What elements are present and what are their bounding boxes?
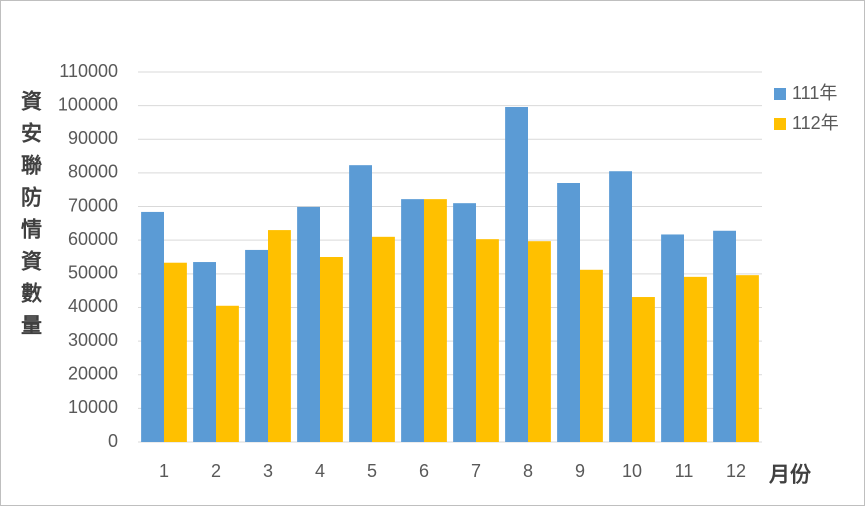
- x-tick-label: 4: [315, 461, 325, 481]
- bar: [141, 211, 164, 442]
- bar: [193, 262, 216, 442]
- x-tick-label: 1: [159, 461, 169, 481]
- bar: [349, 165, 372, 442]
- y-tick-label: 70000: [68, 195, 118, 215]
- bar: [557, 183, 580, 442]
- y-tick-label: 0: [108, 431, 118, 451]
- x-tick-label: 3: [263, 461, 273, 481]
- y-tick-label: 20000: [68, 363, 118, 383]
- x-tick-label: 7: [471, 461, 481, 481]
- bar: [453, 203, 476, 442]
- x-tick-label: 6: [419, 461, 429, 481]
- bar: [216, 305, 239, 442]
- x-tick-label: 11: [675, 461, 694, 481]
- bar: [245, 249, 268, 442]
- bar: [736, 275, 759, 442]
- bar: [580, 269, 603, 442]
- bar: [320, 257, 343, 442]
- bar: [713, 230, 736, 442]
- y-tick-label: 40000: [68, 296, 118, 316]
- legend-swatch: [774, 118, 786, 130]
- legend-label: 111年: [792, 83, 837, 103]
- legend-swatch: [774, 88, 786, 100]
- legend-label: 112年: [792, 113, 839, 133]
- x-tick-label: 2: [211, 461, 221, 481]
- bar: [505, 106, 528, 443]
- y-tick-label: 80000: [68, 162, 118, 182]
- bar: [609, 171, 632, 442]
- y-tick-label: 30000: [68, 330, 118, 350]
- x-axis-title: 月份: [768, 463, 812, 487]
- bar: [372, 236, 395, 442]
- y-tick-label: 10000: [68, 397, 118, 417]
- bar: [528, 241, 551, 442]
- x-tick-label: 5: [367, 461, 377, 481]
- y-tick-label: 110000: [59, 61, 118, 81]
- bar: [268, 230, 291, 442]
- x-tick-label: 10: [622, 461, 642, 481]
- x-tick-label: 9: [575, 461, 585, 481]
- x-tick-label: 8: [523, 461, 533, 481]
- x-tick-label: 12: [726, 461, 746, 481]
- bar: [164, 262, 187, 442]
- bar: [632, 297, 655, 442]
- bar: [661, 234, 684, 442]
- bar: [684, 276, 707, 442]
- bar: [476, 239, 499, 442]
- bar: [297, 206, 320, 442]
- y-axis-title: 資安聯防情資數量: [19, 89, 43, 346]
- bar: [424, 199, 447, 442]
- y-tick-label: 50000: [68, 263, 118, 283]
- y-tick-label: 90000: [68, 128, 118, 148]
- y-tick-label: 100000: [58, 94, 118, 114]
- bar: [401, 199, 424, 442]
- y-tick-label: 60000: [68, 229, 118, 249]
